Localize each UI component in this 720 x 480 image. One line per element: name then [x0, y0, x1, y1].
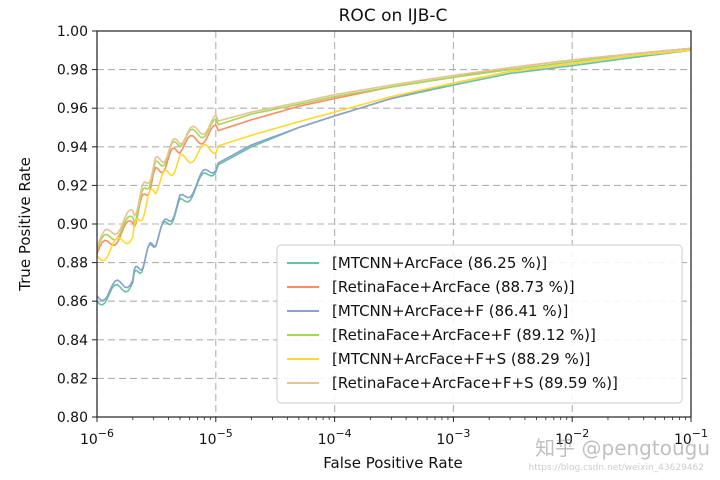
y-tick-label: 0.92 [57, 178, 88, 194]
x-tick-label: 10−3 [436, 427, 470, 448]
legend-label: [RetinaFace+ArcFace+F (89.12 %)] [332, 326, 596, 344]
series-lines [96, 47, 692, 306]
y-tick-label: 0.80 [57, 410, 88, 426]
series-line [96, 49, 692, 262]
legend-label: [MTCNN+ArcFace (86.25 %)] [332, 254, 547, 272]
chart-title: ROC on IJB-C [339, 6, 448, 26]
y-tick-label: 1.00 [57, 24, 88, 40]
y-tick-label: 0.90 [57, 217, 88, 233]
x-tick-label: 10−6 [80, 427, 114, 448]
y-axis-label: True Positive Rate [16, 157, 34, 292]
legend-label: [RetinaFace+ArcFace+F+S (89.59 %)] [332, 374, 618, 392]
x-axis-label: False Positive Rate [323, 454, 462, 472]
x-tick-label: 10−4 [318, 427, 352, 448]
legend-box [276, 244, 683, 404]
legend-label: [RetinaFace+ArcFace (88.73 %)] [332, 278, 575, 296]
watermark-text: 知乎 @pengtougu [535, 436, 710, 460]
x-tick-label: 10−1 [674, 427, 708, 448]
series-line [96, 47, 692, 254]
y-tick-label: 0.84 [57, 333, 88, 349]
x-tick-label: 10−2 [555, 427, 589, 448]
y-tick-label: 0.96 [57, 101, 88, 117]
y-tick-label: 0.82 [57, 371, 88, 387]
legend-label: [MTCNN+ArcFace+F (86.41 %)] [332, 302, 568, 320]
y-tick-label: 0.98 [57, 63, 88, 79]
series-line [96, 47, 692, 250]
legend: [MTCNN+ArcFace (86.25 %)] [RetinaFace+Arc… [276, 244, 683, 404]
legend-label: [MTCNN+ArcFace+F+S (88.29 %)] [332, 350, 590, 368]
y-tick-label: 0.94 [57, 140, 88, 156]
y-tick-label: 0.88 [57, 256, 88, 272]
axis-ticks: 0.80 0.82 0.84 0.86 0.88 0.90 0.92 0.94 0.96 0.98… [57, 24, 708, 448]
y-tick-label: 0.86 [57, 294, 88, 310]
series-line [96, 47, 692, 248]
watermark-url: https://blog.csdn.net/weixin_43629462 [528, 463, 704, 473]
x-tick-label: 10−5 [199, 427, 233, 448]
